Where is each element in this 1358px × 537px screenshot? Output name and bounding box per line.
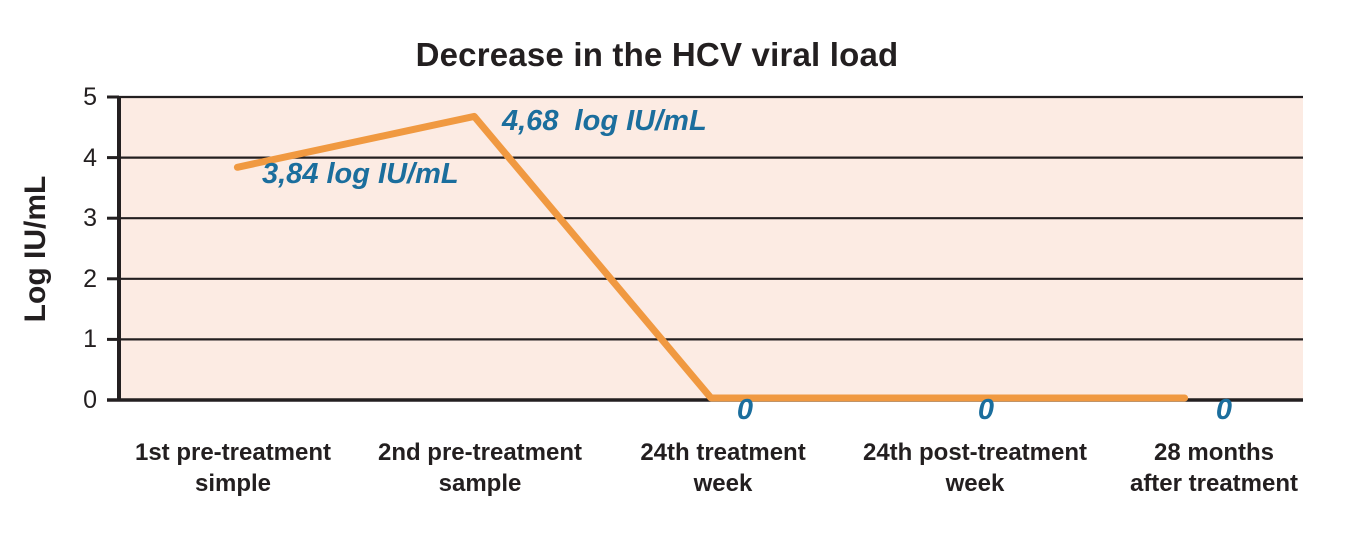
- y-tick-label: 0: [83, 386, 97, 414]
- data-point-label: 0: [736, 394, 754, 426]
- y-tick-label: 2: [83, 264, 97, 293]
- y-tick-label: 5: [83, 83, 97, 111]
- y-tick-label: 3: [83, 204, 97, 233]
- plot-background: [121, 97, 1303, 400]
- x-axis-label: 28 months after treatment: [1129, 439, 1299, 497]
- x-axis-label: 2nd pre-treatment sample: [377, 439, 583, 497]
- chart-title: Decrease in the HCV viral load: [415, 36, 899, 73]
- y-tick-label: 1: [83, 325, 97, 354]
- data-point-label: 3,84 log IU/mL: [262, 158, 459, 190]
- x-axis-label: 24th post-treatment week: [862, 439, 1088, 497]
- data-point-label: 4,68 log IU/mL: [502, 105, 707, 137]
- viral-load-line: [233, 112, 1189, 402]
- data-point-label: 0: [977, 394, 995, 426]
- x-axis-label: 1st pre-treatment simple: [134, 439, 332, 497]
- x-axis-label: 24th treatment week: [640, 439, 806, 497]
- data-point-label: 0: [1215, 394, 1233, 426]
- y-tick-label: 4: [83, 143, 97, 172]
